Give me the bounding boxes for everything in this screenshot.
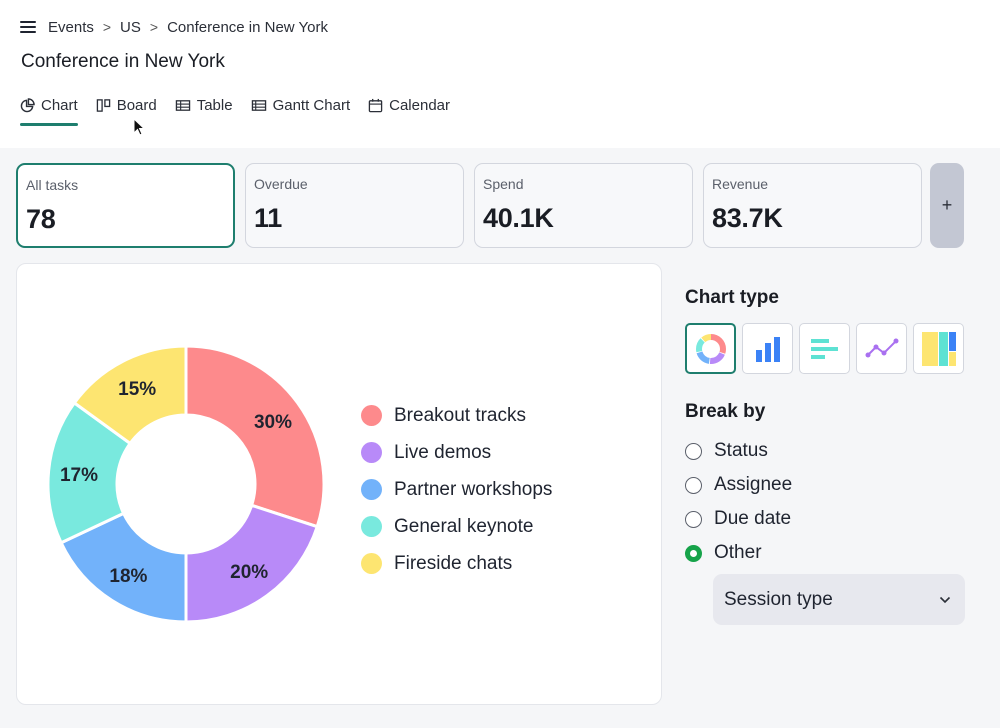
radio-label: Other xyxy=(714,542,762,563)
tab-label: Board xyxy=(116,97,157,114)
radio-button[interactable] xyxy=(685,476,702,494)
kpi-label: All tasks xyxy=(26,177,79,193)
tab-label: Calendar xyxy=(389,97,450,114)
tab-table[interactable]: Table xyxy=(175,94,233,126)
breadcrumb-separator: > xyxy=(102,19,112,35)
kpi-card-all-tasks[interactable]: All tasks 78 xyxy=(16,163,235,248)
kpi-value: 40.1K xyxy=(483,203,554,233)
tab-board[interactable]: Board xyxy=(96,94,157,126)
tab-chart[interactable]: Chart xyxy=(20,94,78,126)
top-bar: Events > US > Conference in New York Con… xyxy=(0,0,1000,148)
legend-label: General keynote xyxy=(394,515,534,537)
donut-slice-general-keynote[interactable] xyxy=(46,400,133,545)
radio-button[interactable] xyxy=(685,442,702,460)
legend-label: Partner workshops xyxy=(394,478,553,500)
page-title: Conference in New York xyxy=(21,51,225,72)
tab-label: Gantt Chart xyxy=(272,97,351,114)
kpi-label: Overdue xyxy=(254,176,308,192)
kpi-value: 11 xyxy=(254,203,282,233)
radio-button-checked[interactable] xyxy=(685,544,702,562)
table-icon xyxy=(175,100,190,111)
kpi-card-spend[interactable]: Spend 40.1K xyxy=(474,163,693,248)
kpi-card-overdue[interactable]: Overdue 11 xyxy=(245,163,464,248)
horizontal-bar-icon xyxy=(810,338,838,359)
legend-label: Live demos xyxy=(394,441,492,463)
chart-type-donut-button[interactable] xyxy=(685,323,736,374)
legend-swatch xyxy=(361,553,382,574)
donut-chart: 30% 20% 18% 17% 15% xyxy=(46,344,326,624)
donut-slice-fireside-chats[interactable] xyxy=(72,344,188,446)
board-icon xyxy=(96,99,110,112)
legend-item-partner-workshops: Partner workshops xyxy=(361,471,552,508)
kpi-label: Revenue xyxy=(712,176,769,192)
kpi-value: 83.7K xyxy=(712,203,783,233)
chart-type-line-button[interactable] xyxy=(856,323,907,374)
slice-percent-label: 20% xyxy=(230,562,268,583)
mouse-cursor-icon xyxy=(133,118,145,136)
legend-swatch xyxy=(361,405,382,426)
legend-item-fireside-chats: Fireside chats xyxy=(361,545,552,582)
bar-chart-icon xyxy=(755,336,780,362)
legend-label: Fireside chats xyxy=(394,552,513,574)
chart-type-horizontal-bar-button[interactable] xyxy=(799,323,850,374)
kpi-label: Spend xyxy=(483,176,524,192)
hamburger-menu-icon[interactable] xyxy=(20,21,36,33)
chart-type-bar-button[interactable] xyxy=(742,323,793,374)
tab-label: Table xyxy=(196,97,233,114)
donut-slice-live-demos[interactable] xyxy=(184,503,320,624)
radio-label: Due date xyxy=(714,508,792,529)
select-value: Session type xyxy=(724,588,833,610)
legend-item-breakout-tracks: Breakout tracks xyxy=(361,397,552,434)
kpi-value: 78 xyxy=(26,204,56,234)
tab-gantt-chart[interactable]: Gantt Chart xyxy=(251,94,351,126)
treemap-icon xyxy=(921,331,956,366)
breadcrumb-separator: > xyxy=(149,19,159,35)
slice-percent-label: 18% xyxy=(109,566,147,587)
legend-swatch xyxy=(361,479,382,500)
break-by-status-option[interactable]: Status xyxy=(685,440,768,462)
add-kpi-button[interactable]: + xyxy=(930,163,964,248)
breadcrumb-us[interactable]: US xyxy=(120,18,141,36)
session-type-select[interactable]: Session type xyxy=(713,574,965,625)
legend-label: Breakout tracks xyxy=(394,404,526,426)
break-by-assignee-option[interactable]: Assignee xyxy=(685,474,792,496)
legend-item-live-demos: Live demos xyxy=(361,434,552,471)
chart-type-heading: Chart type xyxy=(685,287,779,308)
line-chart-icon xyxy=(865,338,898,357)
donut-slice-breakout-tracks[interactable] xyxy=(184,344,326,529)
tab-calendar[interactable]: Calendar xyxy=(368,94,450,126)
radio-label: Assignee xyxy=(714,474,793,495)
tab-label: Chart xyxy=(41,97,78,114)
chart-type-treemap-button[interactable] xyxy=(913,323,964,374)
kpi-card-revenue[interactable]: Revenue 83.7K xyxy=(703,163,922,248)
break-by-heading: Break by xyxy=(685,401,766,422)
slice-percent-label: 15% xyxy=(118,379,156,400)
chart-card: 30% 20% 18% 17% 15% Breakout tracks Live demo… xyxy=(16,263,662,705)
breadcrumb-current: Conference in New York xyxy=(167,18,329,36)
legend-swatch xyxy=(361,442,382,463)
radio-label: Status xyxy=(714,440,768,461)
radio-button[interactable] xyxy=(685,510,702,528)
break-by-due-date-option[interactable]: Due date xyxy=(685,508,791,530)
legend-swatch xyxy=(361,516,382,537)
donut-chart-icon xyxy=(695,333,726,364)
calendar-icon xyxy=(368,98,383,113)
break-by-other-option[interactable]: Other xyxy=(685,542,762,564)
slice-percent-label: 30% xyxy=(254,412,292,433)
legend-item-general-keynote: General keynote xyxy=(361,508,552,545)
chart-legend: Breakout tracks Live demos Partner worksho… xyxy=(361,397,552,582)
slice-percent-label: 17% xyxy=(60,465,98,486)
view-tabs: Chart Board Table Gantt Chart Calendar xyxy=(20,94,468,126)
breadcrumb: Events > US > Conference in New York xyxy=(20,17,328,37)
pie-chart-icon xyxy=(20,98,35,113)
gantt-icon xyxy=(251,100,266,111)
breadcrumb-events[interactable]: Events xyxy=(48,18,94,36)
chevron-down-icon xyxy=(939,596,951,603)
